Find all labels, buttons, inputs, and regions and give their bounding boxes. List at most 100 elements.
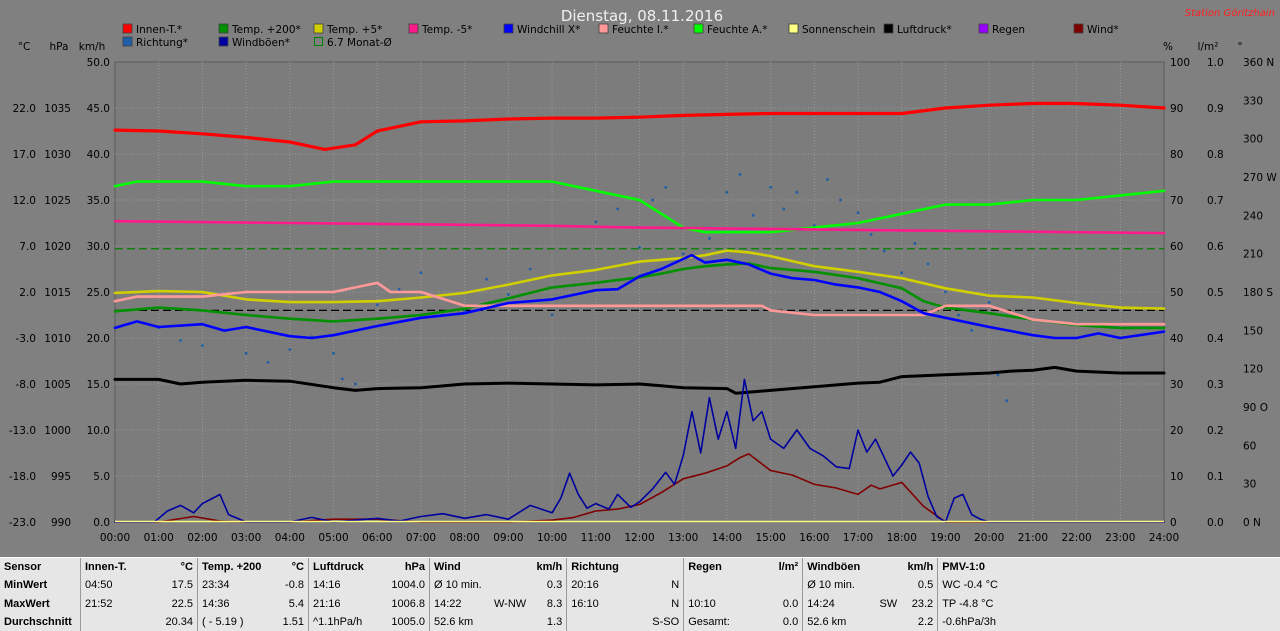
humidity-axis-tick-label: 90 (1170, 103, 1183, 115)
stats-cell: 0.0 (782, 597, 799, 610)
stats-cell: N (671, 579, 680, 592)
stats-cell: 23:34 (202, 579, 230, 592)
x-axis-tick-label: 14:00 (712, 532, 742, 544)
wind-direction-dot (869, 233, 873, 236)
stats-cell: Ø 10 min. (434, 579, 482, 592)
stats-cell: S-SO (652, 615, 680, 628)
wind-direction-dot (751, 213, 755, 217)
stats-header-richtung: Richtung (571, 561, 619, 574)
rain-axis-tick-label: 0.3 (1207, 379, 1224, 391)
x-axis-tick-label: 16:00 (799, 532, 829, 544)
wind-direction-dot (987, 300, 991, 304)
stats-header-pmv: PMV-1:0 (942, 561, 985, 574)
stats-header-temp200-unit: °C (291, 561, 304, 574)
wind-axis-tick-label: 45.0 (87, 103, 110, 115)
series-temp-5-line (113, 249, 1166, 310)
pressure-axis-tick-label: 995 (51, 471, 71, 483)
stats-cell: SW (879, 597, 898, 610)
wind-direction-dot (1005, 399, 1009, 403)
series-temp-5-line (113, 219, 1166, 235)
x-axis-tick-label: 05:00 (318, 532, 348, 544)
pressure-axis-tick-label: 1020 (44, 241, 71, 253)
legend-label: Feuchte A.* (707, 24, 768, 36)
legend: Innen-T.* Temp. +200* Temp. +5* Temp. -5* Wi… (122, 23, 1119, 49)
stats-cell: 0.0 (782, 615, 799, 628)
wind-direction-dot (769, 185, 773, 189)
stats-cell (490, 576, 530, 594)
x-axis-tick-label: 09:00 (493, 532, 523, 544)
reference-lines (115, 248, 1164, 311)
axis-unit-label: km/h (79, 41, 106, 53)
stats-cell: 52.6 km (807, 615, 847, 628)
wind-direction-dot (681, 252, 685, 256)
stats-cell (81, 613, 149, 631)
stats-cell: 14:22 (434, 597, 462, 610)
wind-direction-dot (550, 313, 554, 317)
stats-cell: N (671, 597, 680, 610)
axis-unit-label: °C (18, 41, 31, 53)
stats-cell: 14:36 (202, 597, 230, 610)
humidity-axis-tick-label: 10 (1170, 471, 1183, 483)
legend-label: 6.7 Monat-Ø (327, 37, 392, 49)
wind-direction-dot (900, 271, 904, 275)
x-axis-tick-label: 07:00 (406, 532, 436, 544)
pressure-axis-tick-label: 1005 (44, 379, 71, 391)
weather-chart: 22.0 17.0 12.0 7.0 2.0 -3.0 -8.0 -13.0 -18.0 -23.… (8, 7, 1278, 544)
stats-cell: 1.51 (282, 615, 304, 628)
direction-axis-tick-label: 300 (1243, 134, 1263, 146)
pressure-axis-tick-label: 1000 (44, 425, 71, 437)
x-axis-tick-label: 02:00 (187, 532, 217, 544)
x-axis-tick-label: 10:00 (537, 532, 567, 544)
x-axis-tick-label: 21:00 (1018, 532, 1048, 544)
wind-direction-dot (738, 173, 742, 176)
x-axis-tick-label: 13:00 (668, 532, 698, 544)
humidity-axis-tick-label: 20 (1170, 425, 1183, 437)
direction-axis-tick-label: 120 (1243, 364, 1263, 376)
pressure-axis-tick-label: 1035 (44, 103, 71, 115)
wind-axis-tick-label: 20.0 (87, 333, 110, 345)
temp-axis-tick-label: -23.0 (9, 517, 36, 529)
wind-direction-dot (782, 207, 786, 211)
wind-direction-dot (839, 198, 842, 202)
wind-direction-dot (795, 190, 799, 194)
stats-cell: -0.6hPa/3h (942, 615, 997, 628)
wind-direction-dot (664, 185, 668, 189)
stats-header-wind: Wind (434, 561, 461, 574)
wind-axis-tick-label: 35.0 (87, 195, 110, 207)
pressure-axis-tick-label: 990 (51, 517, 71, 529)
wind-direction-dot (913, 242, 917, 245)
legend-label: Luftdruck* (897, 24, 952, 36)
stats-cell (684, 576, 752, 594)
legend-label: Sonnenschein (802, 24, 875, 36)
wind-direction-dot (957, 313, 960, 317)
stats-header-regen: Regen (688, 561, 722, 574)
stats-cell: 1005.0 (391, 615, 425, 628)
x-axis-tick-label: 08:00 (450, 532, 480, 544)
stats-cell: Ø 10 min. (807, 579, 855, 592)
wind-axis-tick-label: 30.0 (87, 241, 110, 253)
stats-cell: WC -0.4 °C (942, 579, 998, 592)
stats-header-innen-unit: °C (180, 561, 193, 574)
axis-unit-label: l/m² (1198, 41, 1219, 53)
stats-label-max: MaxWert (4, 597, 50, 610)
temp-axis-tick-label: -18.0 (9, 471, 36, 483)
legend-swatch (313, 23, 324, 34)
statistics-table: Sensor Innen-T. °C Temp. +200 °C Luftdru… (0, 558, 1026, 631)
legend-label: Temp. -5* (421, 24, 472, 36)
stats-header-row: Sensor Innen-T. °C Temp. +200 °C Luftdru… (0, 558, 1026, 577)
x-axis-tick-label: 11:00 (581, 532, 611, 544)
axis-unit-label: hPa (50, 41, 69, 53)
humidity-axis-tick-label: 0 (1170, 517, 1177, 529)
legend-label: Innen-T.* (136, 24, 182, 36)
temp-axis-tick-label: 22.0 (13, 103, 36, 115)
stats-header-sensor: Sensor (4, 561, 42, 574)
pressure-axis-tick-label: 1015 (44, 287, 71, 299)
stats-cell: 17.5 (171, 579, 193, 592)
legend-swatch (598, 23, 609, 34)
series-wind-line (114, 453, 1165, 523)
stats-row-max: MaxWert 21:52 22.5 14:36 5.4 21:16 1006.… (0, 594, 1026, 613)
stats-header-windboeen: Windböen (807, 561, 861, 574)
direction-axis-tick-label: 240 (1243, 210, 1263, 222)
x-axis-tick-label: 19:00 (930, 532, 960, 544)
stats-cell: -0.8 (285, 579, 304, 592)
